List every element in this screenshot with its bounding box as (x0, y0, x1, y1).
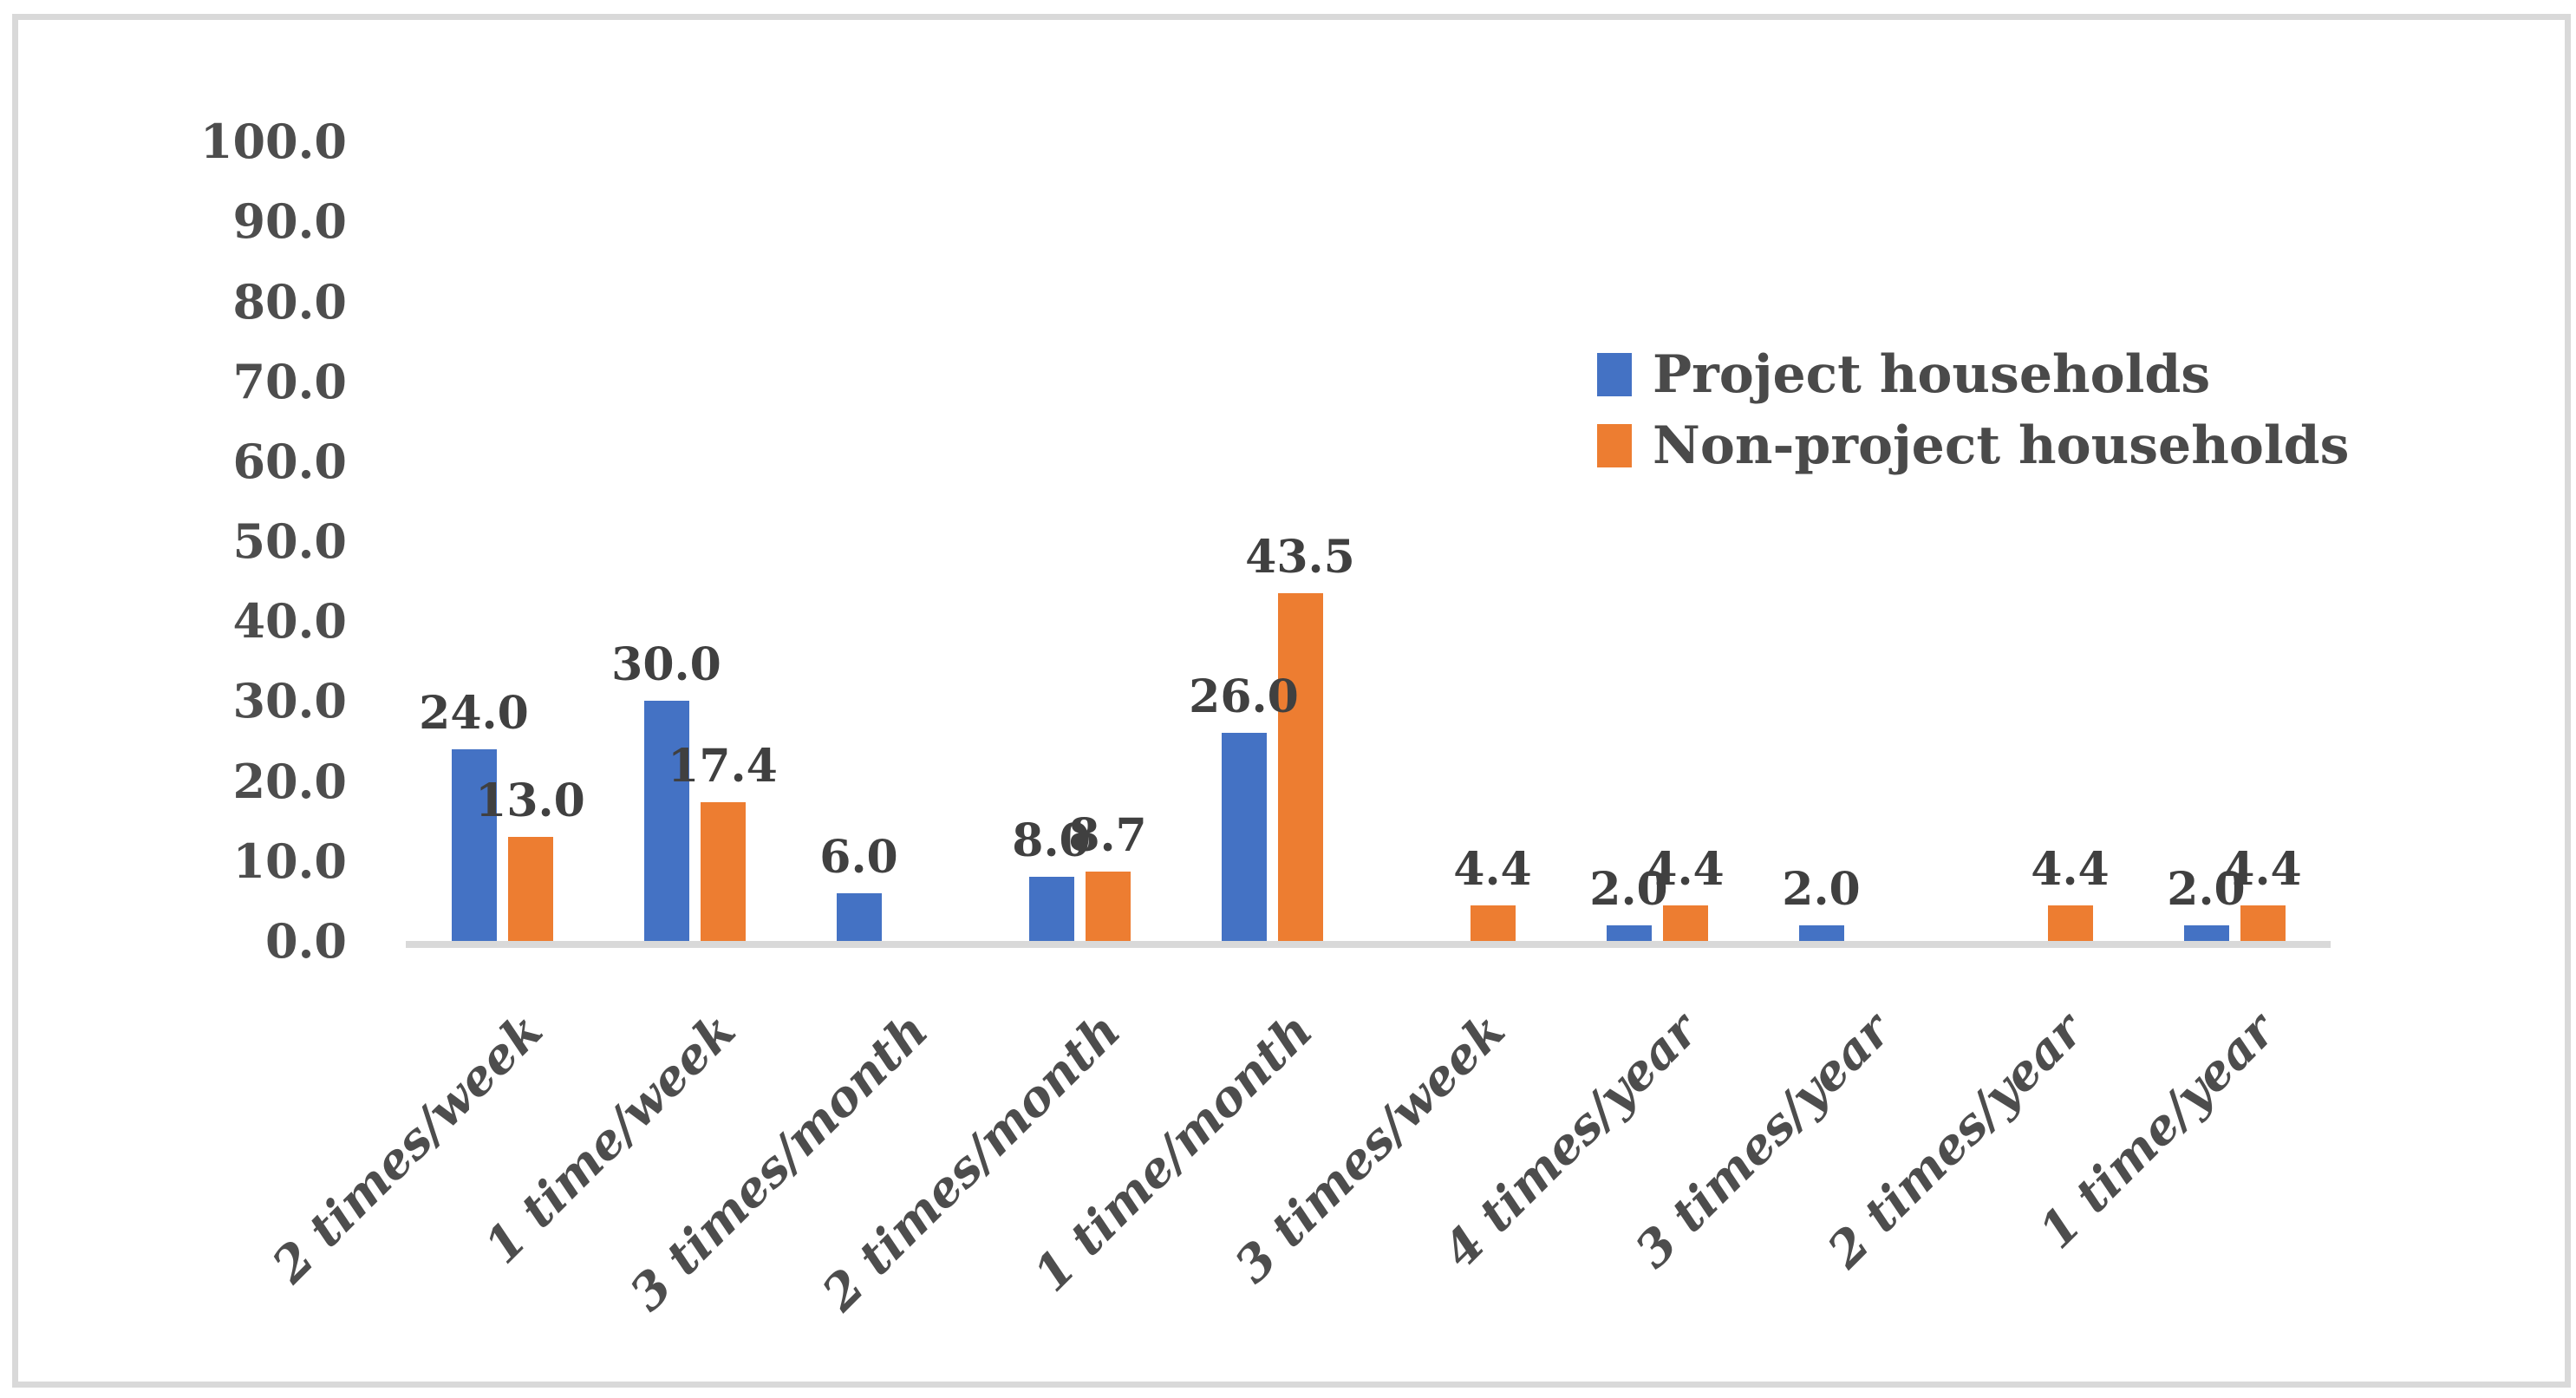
bar-non-project-households (507, 837, 553, 941)
data-label: 17.4 (668, 740, 778, 793)
bar-non-project-households (2047, 905, 2093, 941)
legend-item-non-project: Non-project households (1597, 420, 2349, 472)
data-label: 4.4 (1453, 843, 1532, 896)
data-label: 26.0 (1189, 670, 1299, 723)
y-tick-label: 80.0 (232, 273, 347, 330)
legend-item-project: Project households (1597, 349, 2349, 401)
data-label: 24.0 (419, 687, 529, 740)
bar-project-households (2183, 925, 2229, 941)
data-label: 2.0 (1782, 863, 1861, 916)
data-label: 2.0 (2167, 863, 2246, 916)
y-tick-label: 60.0 (232, 433, 347, 489)
bar-non-project-households (1277, 593, 1323, 941)
bar-non-project-households (700, 802, 746, 941)
bar-project-households (1798, 925, 1844, 941)
y-tick-label: 90.0 (232, 193, 347, 250)
bar-project-households (1221, 733, 1267, 941)
data-label: 43.5 (1245, 531, 1355, 584)
bar-non-project-households (2240, 905, 2286, 941)
y-tick-label: 30.0 (232, 673, 347, 729)
bar-project-households (1606, 925, 1652, 941)
bar-project-households (643, 701, 689, 941)
data-label: 4.4 (1646, 843, 1725, 896)
legend-label-non-project: Non-project households (1653, 415, 2350, 476)
y-tick-label: 0.0 (265, 913, 347, 969)
bar-non-project-households (1085, 872, 1131, 941)
data-label: 30.0 (611, 638, 721, 691)
legend-marker-project-icon (1597, 353, 1632, 396)
data-label: 13.0 (475, 774, 585, 827)
legend-marker-non-project-icon (1597, 424, 1632, 467)
bar-non-project-households (1470, 905, 1516, 941)
x-axis-line (406, 941, 2331, 948)
legend-label-project: Project households (1653, 344, 2211, 405)
y-tick-label: 100.0 (199, 114, 347, 170)
y-tick-label: 40.0 (232, 593, 347, 650)
data-label: 8.7 (1068, 809, 1147, 862)
bar-project-households (451, 749, 497, 941)
data-label: 4.4 (2223, 843, 2302, 896)
y-tick-label: 70.0 (232, 353, 347, 409)
data-label: 4.4 (2031, 843, 2110, 896)
legend: Project households Non-project household… (1597, 349, 2349, 491)
y-tick-label: 20.0 (232, 753, 347, 809)
y-tick-label: 50.0 (232, 513, 347, 570)
y-tick-label: 10.0 (232, 833, 347, 889)
data-label: 2.0 (1589, 863, 1668, 916)
bar-project-households (836, 893, 882, 941)
bar-non-project-households (1662, 905, 1708, 941)
data-label: 8.0 (1012, 814, 1091, 867)
bar-project-households (1028, 877, 1074, 941)
data-label: 6.0 (819, 831, 898, 884)
